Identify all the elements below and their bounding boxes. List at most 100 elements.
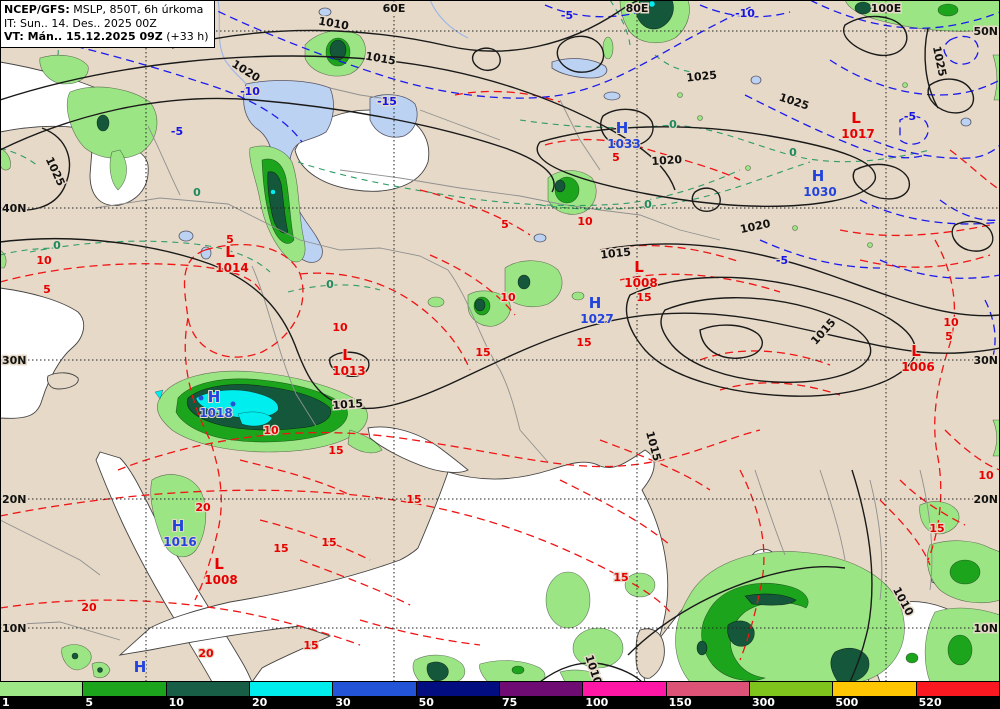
isotherm-label: 0 — [789, 146, 797, 159]
colorbar-segment — [499, 682, 584, 696]
isotherm-label: 5 — [226, 233, 234, 246]
legend-init-time: IT: Sun.. 14. Des.. 2025 00Z — [4, 16, 157, 30]
isotherm-label: -5 — [904, 110, 916, 123]
isotherm-label: -5 — [561, 9, 573, 22]
isotherm-label: 15 — [475, 346, 490, 359]
pressure-center-value: 1030 — [803, 185, 836, 199]
isotherm-label: 10 — [36, 254, 52, 267]
pressure-center-value: 1006 — [901, 360, 934, 374]
warm-isotherm-lines — [0, 90, 1000, 661]
isotherm-label: 0 — [53, 239, 61, 252]
pressure-center-value: 1008 — [624, 276, 657, 290]
model-legend-box: NCEP/GFS: MSLP, 850T, 6h úrkoma IT: Sun.… — [0, 0, 215, 48]
colorbar-value-label: 50 — [418, 696, 434, 709]
colorbar-value-label: 1 — [2, 696, 10, 709]
precip-colorbar: 1 5 10 20 30 50 75 100 150 300 500 520 — [0, 682, 1000, 709]
lat-label: 10N — [973, 622, 998, 635]
isotherm-label: 5 — [612, 151, 620, 164]
isotherm-label: 5 — [43, 283, 51, 296]
isotherm-label: 15 — [613, 571, 628, 584]
isotherm-label: 15 — [406, 493, 421, 506]
isobar-label: 1025 — [686, 68, 718, 84]
isotherm-label: 10 — [978, 469, 994, 482]
pressure-center-value: 1017 — [841, 127, 874, 141]
pressure-center-letter: L — [214, 555, 224, 573]
lat-label: 20N — [2, 493, 27, 506]
lat-label: 40N — [2, 202, 27, 215]
isotherm-label: 15 — [576, 336, 591, 349]
colorbar-segment — [666, 682, 750, 696]
map-labels: 50N 40N 30N 30N 20N 20N 10N 10N 60E 80E 100E 10 10 10… — [1, 1, 1000, 683]
isotherm-label: 0 — [669, 118, 677, 131]
isobar-label: 1015 — [600, 245, 632, 261]
colorbar-segment — [833, 682, 917, 696]
lon-label: 60E — [383, 2, 406, 15]
legend-lead-time: (+33 h) — [162, 30, 209, 43]
lat-label: 30N — [973, 354, 998, 367]
pressure-center-value: 1027 — [580, 312, 613, 326]
pressure-center-letter: L — [851, 109, 861, 127]
legend-fields: MSLP, 850T, 6h úrkoma — [69, 3, 204, 16]
pressure-center-letter: H — [616, 119, 629, 137]
lat-label: 50N — [973, 25, 998, 38]
colorbar-segment — [416, 682, 500, 696]
isotherm-label: 15 — [636, 291, 651, 304]
isotherm-label: 15 — [929, 522, 944, 535]
isotherm-label: 15 — [328, 444, 343, 457]
isobar-label: 1015 — [332, 397, 363, 412]
pressure-center-value: 1008 — [204, 573, 237, 587]
pressure-centers: H1033H1030L1017L1014L1013H1027L1008L1006… — [133, 108, 936, 677]
legend-title-line: NCEP/GFS: MSLP, 850T, 6h úrkoma — [4, 3, 209, 17]
lake-balkhash — [551, 58, 608, 79]
colorbar-segment — [333, 682, 417, 696]
colorbar-segment — [166, 682, 250, 696]
isotherm-label: -10 — [240, 85, 260, 98]
forecast-map: 50N 40N 30N 30N 20N 20N 10N 10N 60E 80E 100E 10 10 10… — [0, 0, 1000, 682]
colorbar-value-label: 5 — [85, 696, 93, 709]
colorbar-segment — [583, 682, 667, 696]
colorbar-value-label: 30 — [335, 696, 351, 709]
colorbar-labels: 1 5 10 20 30 50 75 100 150 300 500 520 — [0, 696, 1000, 709]
pressure-center-letter: H — [589, 294, 602, 312]
isobar-label: 1020 — [651, 153, 683, 168]
country-borders — [0, 87, 933, 641]
colorbar-value-label: 150 — [668, 696, 692, 709]
pressure-center-value: 1018 — [199, 406, 232, 420]
pressure-center-letter: H — [812, 167, 825, 185]
pressure-center-letter: L — [225, 243, 235, 261]
colorbar-value-label: 10 — [168, 696, 184, 709]
lat-label: 30N — [2, 354, 27, 367]
pressure-center-letter: H — [134, 658, 147, 676]
lon-label: 100E — [871, 2, 901, 15]
isotherm-label: 20 — [198, 647, 214, 660]
pressure-center-value: 1033 — [607, 137, 640, 151]
isotherm-label: 10 — [500, 291, 516, 304]
isotherm-label: 20 — [81, 601, 97, 614]
pressure-center-letter: H — [208, 388, 221, 406]
pressure-center-value: 1013 — [332, 364, 365, 378]
isotherm-label: 10 — [577, 215, 593, 228]
isotherm-label: 0 — [326, 278, 334, 291]
precip-blue — [198, 395, 236, 407]
colorbar-value-label: 20 — [252, 696, 268, 709]
pressure-center-value: 1016 — [163, 535, 196, 549]
isotherm-label: 5 — [501, 218, 509, 231]
isotherm-label: -15 — [377, 95, 397, 108]
colorbar-segment — [749, 682, 834, 696]
colorbar-cells — [0, 682, 1000, 696]
colorbar-value-label: 500 — [835, 696, 859, 709]
graticule — [0, 0, 1000, 682]
isotherm-label: 15 — [303, 639, 318, 652]
lat-label: 20N — [973, 493, 998, 506]
colorbar-segment — [916, 682, 1000, 696]
isotherm-label: 10 — [332, 321, 348, 334]
colorbar-value-label: 75 — [502, 696, 518, 709]
colorbar-value-label: 100 — [585, 696, 609, 709]
pressure-center-letter: H — [172, 517, 185, 535]
isotherm-label: -10 — [735, 7, 755, 20]
pressure-center-value: 1014 — [215, 261, 248, 275]
colorbar-value-label: 300 — [752, 696, 775, 709]
pressure-center-letter: L — [342, 346, 352, 364]
isotherm-label: 10 — [943, 316, 959, 329]
